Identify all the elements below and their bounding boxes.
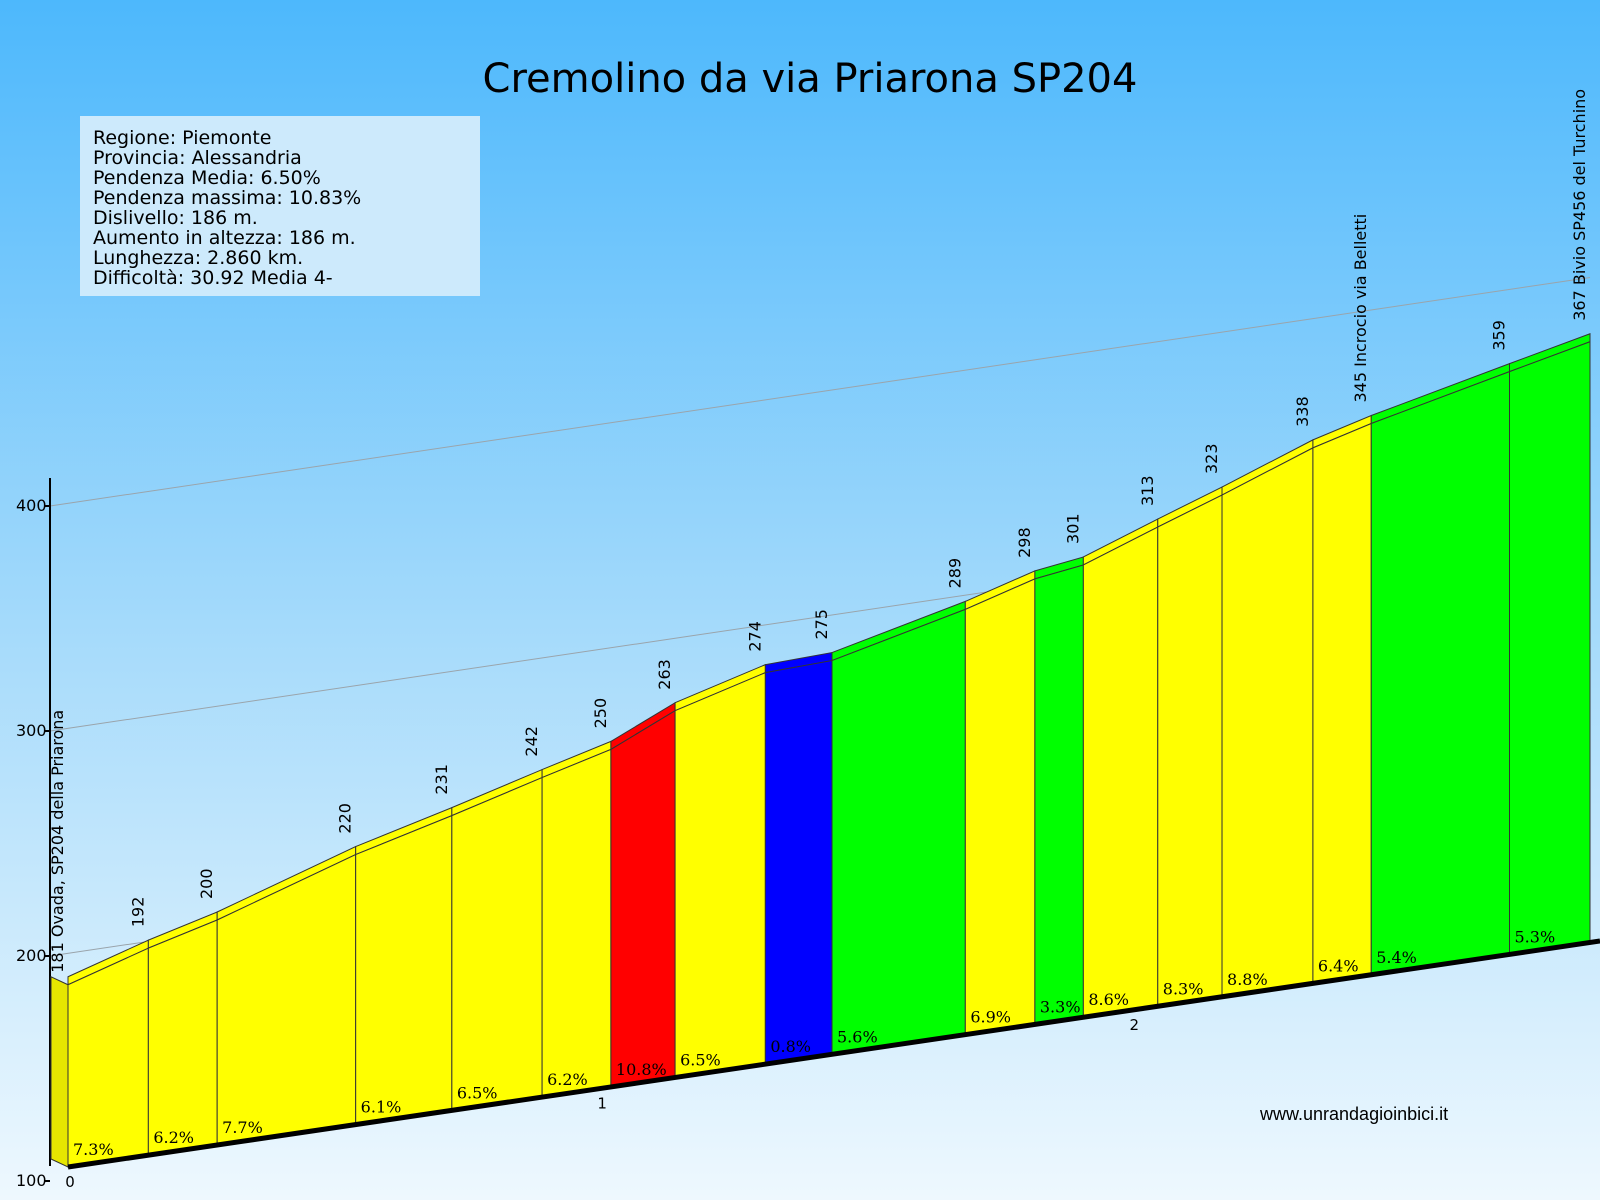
segment-front-face xyxy=(1370,370,1511,976)
segment-front-face xyxy=(831,608,966,1055)
grade-label: 7.3% xyxy=(73,1140,114,1159)
y-tick-label: 400 xyxy=(16,496,47,515)
segment-front-face xyxy=(541,748,612,1098)
grade-label: 5.6% xyxy=(837,1027,878,1046)
segment-front-face xyxy=(147,919,218,1156)
altitude-label: 298 xyxy=(1015,527,1034,558)
altitude-label: 242 xyxy=(522,726,541,757)
gridline xyxy=(49,277,1591,507)
x-tick-label: 2 xyxy=(1130,1016,1140,1034)
y-tick-label: 300 xyxy=(16,721,47,740)
segment-front-face xyxy=(764,659,833,1065)
altitude-label: 275 xyxy=(812,609,831,640)
info-line-altitude-gain: Aumento in altezza: 186 m. xyxy=(93,227,356,249)
altitude-label: 301 xyxy=(1063,513,1082,544)
segment-front-face xyxy=(1082,526,1159,1018)
altitude-label: 250 xyxy=(591,698,610,729)
segment-front-face xyxy=(674,671,766,1079)
chart-title: Cremolino da via Priarona SP204 xyxy=(483,56,1138,102)
segment-front-face xyxy=(964,578,1036,1036)
segment-front-face xyxy=(610,709,676,1088)
grade-label: 6.9% xyxy=(970,1008,1011,1027)
info-panel: Regione: Piemonte Provincia: Alessandria… xyxy=(80,116,480,296)
grade-label: 8.3% xyxy=(1163,979,1204,998)
altitude-label: 289 xyxy=(945,558,964,589)
segment-front-face xyxy=(451,776,543,1111)
info-line-province: Provincia: Alessandria xyxy=(93,147,302,169)
grade-label: 10.8% xyxy=(616,1060,667,1079)
altitude-label: 231 xyxy=(432,764,451,795)
x-tick-label: 1 xyxy=(597,1095,607,1113)
distance-baseline: 0 1 2 xyxy=(65,938,1600,1191)
grade-label: 5.4% xyxy=(1376,948,1417,967)
info-line-difficulty: Difficoltà: 30.92 Media 4- xyxy=(93,267,333,289)
altitude-label: 263 xyxy=(655,659,674,690)
segment-end-face xyxy=(50,975,69,1168)
segment-front-face xyxy=(67,947,149,1168)
grade-label: 6.2% xyxy=(547,1070,588,1089)
info-panel-background xyxy=(80,116,480,296)
segment-front-face xyxy=(1157,494,1223,1007)
x-tick-label: 0 xyxy=(65,1173,75,1191)
grade-label: 8.8% xyxy=(1227,970,1268,989)
segment-front-face xyxy=(1312,422,1372,984)
segment-front-face xyxy=(1034,564,1084,1025)
y-tick-label: 100 xyxy=(16,1171,47,1190)
info-line-elevation-gap: Dislivello: 186 m. xyxy=(93,207,258,229)
altitude-label: 200 xyxy=(197,868,216,899)
grade-label: 7.7% xyxy=(222,1118,263,1137)
altitude-label: 338 xyxy=(1293,396,1312,427)
altitude-label: 345 Incrocio via Belletti xyxy=(1351,214,1370,403)
y-axis: 100 200 300 400 xyxy=(16,478,51,1190)
grade-label: 5.3% xyxy=(1515,927,1556,946)
baseline-line xyxy=(67,938,1600,1170)
grade-label: 6.4% xyxy=(1318,956,1359,975)
altitude-label: 323 xyxy=(1202,443,1221,474)
info-line-length: Lunghezza: 2.860 km. xyxy=(93,247,303,269)
segment-front-face xyxy=(1221,447,1314,998)
start-altitude-label: 181 Ovada, SP204 della Priarona xyxy=(48,710,67,973)
grade-label: 3.3% xyxy=(1040,997,1081,1016)
altitude-label: 367 Bivio SP456 del Turchino xyxy=(1570,89,1589,321)
info-line-region: Regione: Piemonte xyxy=(93,127,272,149)
grade-label: 6.5% xyxy=(680,1050,721,1069)
segment-front-face xyxy=(1509,341,1591,955)
segment-labels: 181 Ovada, SP204 della Priarona 1927.3%20… xyxy=(48,89,1589,1159)
grade-label: 6.5% xyxy=(457,1083,498,1102)
y-tick-label: 200 xyxy=(16,946,47,965)
altitude-label: 359 xyxy=(1490,320,1509,351)
info-line-avg-grade: Pendenza Media: 6.50% xyxy=(93,167,321,189)
website-credit: www.unrandagioinbici.it xyxy=(1259,1104,1448,1124)
altitude-label: 313 xyxy=(1138,475,1157,506)
segment-front-face xyxy=(355,814,453,1126)
altitude-label: 274 xyxy=(745,621,764,652)
altitude-label: 192 xyxy=(128,897,147,928)
grade-label: 6.2% xyxy=(153,1128,194,1147)
info-line-max-grade: Pendenza massima: 10.83% xyxy=(93,187,361,209)
altitude-label: 220 xyxy=(336,803,355,834)
grade-label: 0.8% xyxy=(770,1037,811,1056)
profile-segments xyxy=(50,333,1591,1168)
grade-label: 6.1% xyxy=(361,1098,402,1117)
grade-label: 8.6% xyxy=(1088,990,1129,1009)
